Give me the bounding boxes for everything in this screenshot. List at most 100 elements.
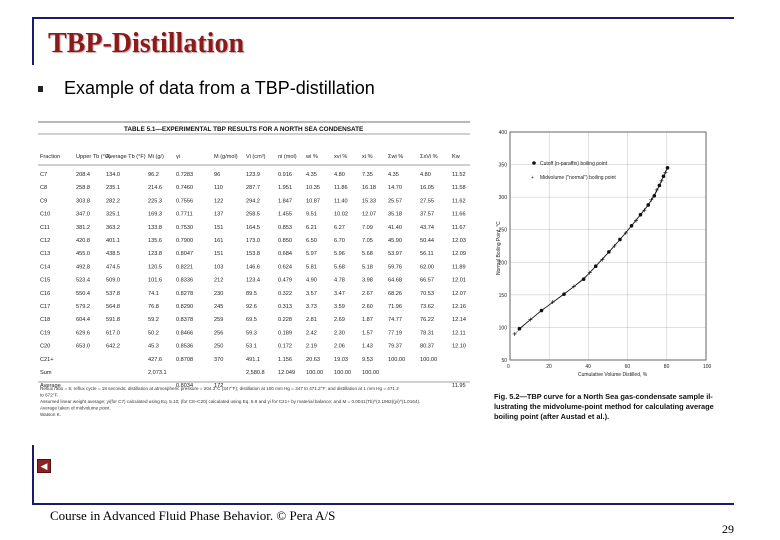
table-row: C11 381.2 363.2 133.8 0.7530 151 164.5 0.853 6.2… [40, 225, 466, 231]
table-cell: 208.4 [76, 172, 90, 178]
table-cell: 122 [214, 198, 223, 204]
table-cell: 123.9 [246, 172, 260, 178]
table-cell: 10.02 [334, 212, 348, 218]
table-cell: 7.09 [362, 225, 373, 231]
table-cell: 370 [214, 357, 223, 363]
table-row: C18 604.4 591.8 59.2 0.8378 259 69.5 0.228 2.81 2… [40, 317, 466, 323]
tbp-chart: 0 20 40 60 80 100 50 100 150 200 250 300 350 400 Norm… [494, 130, 714, 421]
scanned-figure: TABLE 5.1—EXPERIMENTAL TBP RESULTS FOR A… [38, 121, 714, 421]
chart-xlabel: Cumulative Volume Distilled, % [578, 372, 648, 378]
table-cell: 491.1 [246, 357, 260, 363]
table-cell: 77.19 [388, 330, 402, 336]
table-note: to 672°F. [40, 393, 58, 398]
chart-point-midvolume [642, 208, 647, 213]
chart-ytick-label: 200 [499, 260, 508, 266]
table-cell: 53.97 [388, 251, 402, 257]
chart-point-cutoff [657, 183, 662, 188]
chart-ytick-label: 150 [499, 293, 508, 299]
table-cell: 235.1 [106, 185, 120, 191]
table-cell: 6.27 [334, 225, 345, 231]
legend-cutoff-marker [532, 161, 536, 165]
table-cell: 250 [214, 344, 223, 350]
table-note: Watson K. [40, 412, 61, 417]
table-cell: 0.322 [278, 291, 292, 297]
chart-point-midvolume [571, 284, 576, 289]
table-cell: 11.62 [452, 198, 466, 204]
table-row: C14 492.8 474.5 120.5 0.8221 103 146.6 0.624 5.8… [40, 264, 466, 270]
table-cell: 35.18 [388, 212, 402, 218]
table-cell: 80.37 [420, 344, 434, 350]
legend-cutoff-label: Cutoff (n-paraffin) boiling point [540, 161, 608, 167]
nav-back-button[interactable]: ◀ [37, 459, 51, 473]
table-cell: 20.63 [306, 357, 320, 363]
table-cell: 0.172 [278, 344, 292, 350]
table-row: C7 208.4 134.0 96.2 0.7283 96 123.9 0.916 4.35 4.… [40, 172, 466, 178]
table-cell: 50.44 [420, 238, 434, 244]
table-note: Assumed linear weight average; yi(for C7… [40, 399, 420, 404]
table-cell: 642.2 [106, 344, 120, 350]
table-cell: 9.53 [362, 357, 373, 363]
table-cell: 15.33 [362, 198, 376, 204]
chart-point-cutoff [618, 237, 622, 242]
table-cell: 0.684 [278, 251, 292, 257]
table-cell: 282.2 [106, 198, 120, 204]
chart-point-midvolume [550, 300, 555, 305]
table-note: Average taken of midvolume point. [40, 406, 111, 411]
table-cell: 214.6 [148, 185, 162, 191]
table-cell: 2.69 [334, 317, 345, 323]
chart-point-midvolume [587, 270, 592, 275]
table-cell: 363.2 [106, 225, 120, 231]
table-cell: C16 [40, 291, 50, 297]
table-cell: 5.81 [306, 264, 317, 270]
table-row: C17 579.2 564.8 76.8 0.8290 245 92.6 0.313 3.73 3… [40, 304, 466, 310]
table-cell: 123.4 [246, 278, 260, 284]
table-cell: C19 [40, 330, 50, 336]
table-cell: 3.73 [306, 304, 317, 310]
table-row: C16 550.4 537.8 74.1 0.8278 230 89.5 0.322 3.57 3… [40, 291, 466, 297]
chart-point-cutoff [629, 224, 634, 228]
table-cell: 0.8378 [176, 317, 193, 323]
chart-point-midvolume [659, 178, 664, 183]
chart-xtick-label: 60 [625, 364, 631, 370]
table-cell: C10 [40, 212, 50, 218]
table-cell: 96.2 [148, 172, 159, 178]
table-cell: 2.30 [334, 330, 345, 336]
table-cell: 92.6 [246, 304, 257, 310]
page-number: 29 [722, 522, 734, 536]
table-cell: C20 [40, 344, 50, 350]
table-row: C13 455.0 438.5 123.8 0.8047 151 153.8 0.684 5.9… [40, 251, 466, 257]
table-cell: 100.00 [388, 357, 405, 363]
table-cell: 12.07 [452, 291, 466, 297]
table-cell: 1.156 [278, 357, 292, 363]
table-cell: 259 [214, 317, 223, 323]
table-cell: 1.43 [362, 344, 373, 350]
table-cell: 303.8 [76, 198, 90, 204]
table-cell: 66.57 [420, 278, 434, 284]
table-cell: 76.8 [148, 304, 159, 310]
chart-xtick-label: 80 [664, 364, 670, 370]
table-cell: 0.850 [278, 238, 292, 244]
table-title: TABLE 5.1—EXPERIMENTAL TBP RESULTS FOR A… [124, 126, 364, 133]
table-cell: C12 [40, 238, 50, 244]
table-cell: 68.26 [388, 291, 402, 297]
table-cell: 550.4 [76, 291, 90, 297]
chart-point-midvolume [623, 230, 628, 235]
table-cell: 100.00 [334, 370, 351, 376]
table-cell: 76.22 [420, 317, 434, 323]
table-cell: 0.8278 [176, 291, 193, 297]
chart-point-cutoff [539, 308, 544, 313]
table-cell: 401.1 [106, 238, 120, 244]
table-cell: 103 [214, 264, 223, 270]
legend-midvolume-label: Midvolume ("normal") boiling point [540, 175, 616, 181]
table-cell: 7.05 [362, 238, 373, 244]
table-header-cell: ni (mol) [278, 154, 297, 160]
table-cell: Average [40, 383, 61, 389]
chart-xtick-label: 40 [585, 364, 591, 370]
table-cell: 12.07 [362, 212, 376, 218]
table-cell: 4.80 [420, 172, 431, 178]
table-header-cell: M (g/mol) [214, 154, 238, 160]
slide-footer: Course in Advanced Fluid Phase Behavior.… [50, 508, 336, 523]
table-cell: 2,073.1 [148, 370, 167, 376]
table-cell: 1.57 [362, 330, 373, 336]
table-cell: 245 [214, 304, 223, 310]
